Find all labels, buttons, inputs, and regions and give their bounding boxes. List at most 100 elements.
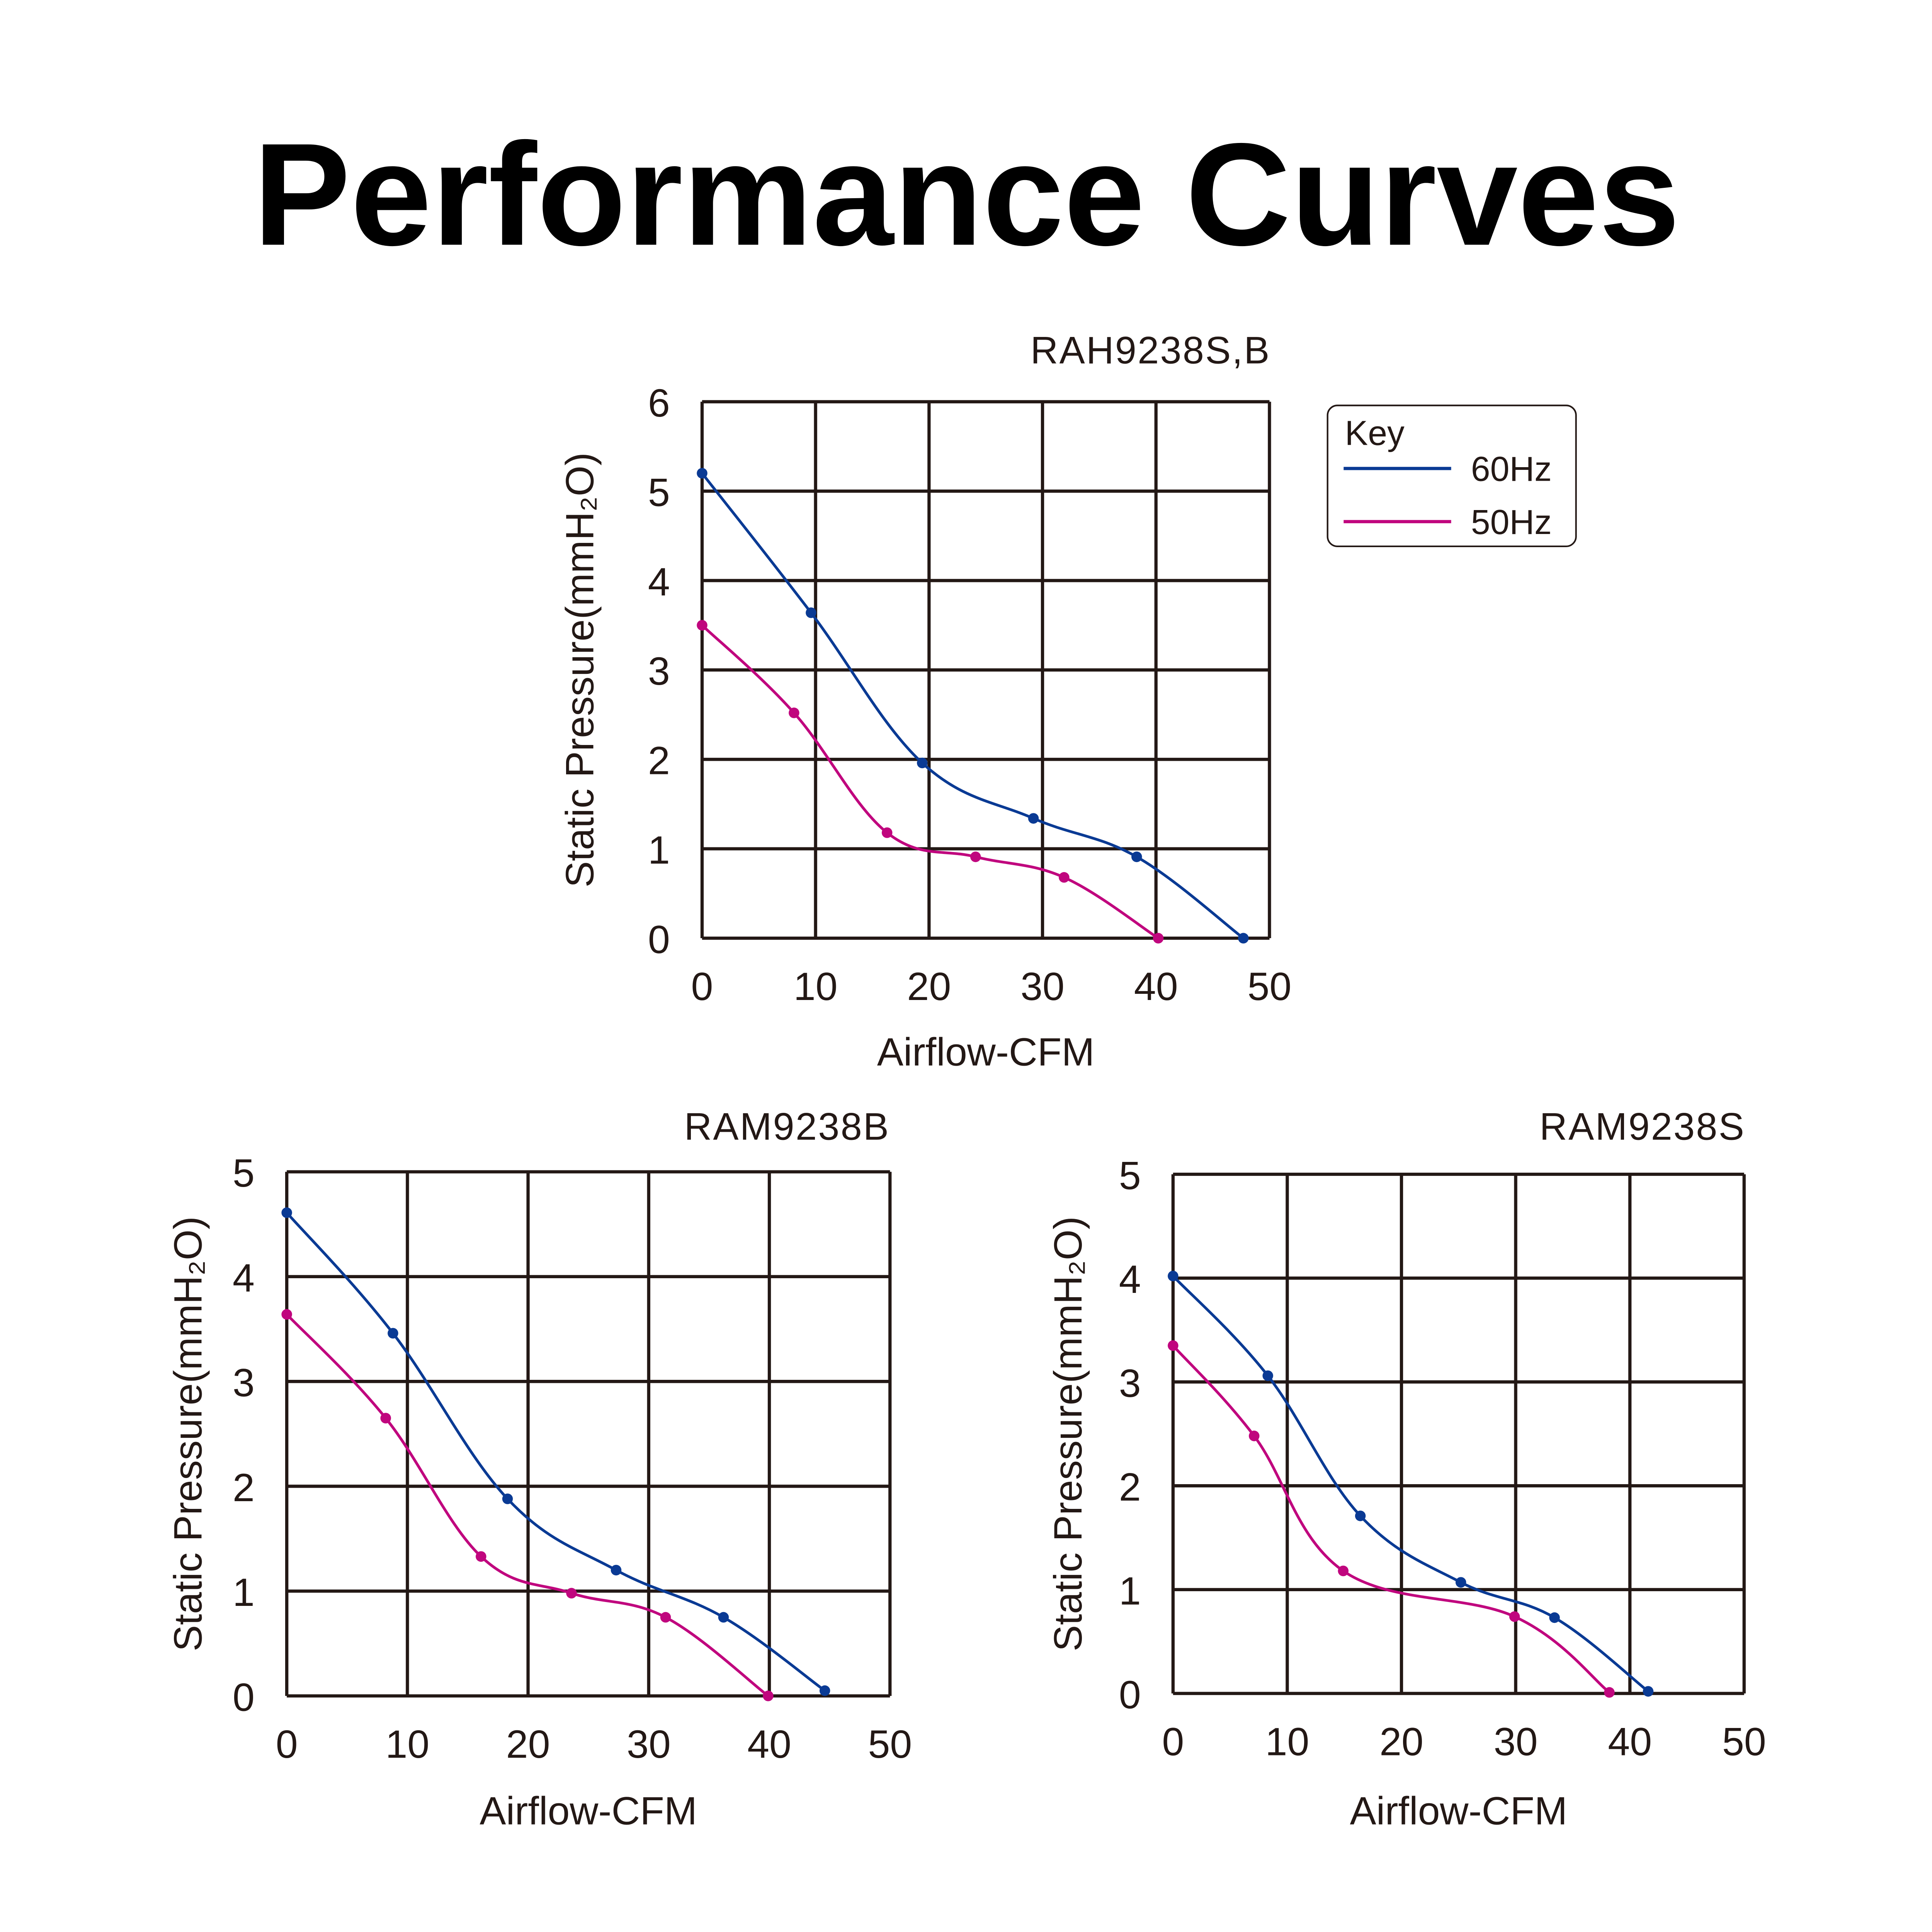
data-point [1238,933,1249,944]
data-point [806,607,816,618]
data-point [660,1612,671,1623]
y-tick-label: 0 [648,917,670,961]
x-axis-label: Airflow-CFM [1350,1789,1567,1833]
data-point [1153,933,1164,944]
data-point [281,1309,292,1320]
data-point [1262,1370,1273,1381]
x-tick-label: 20 [506,1722,550,1766]
data-point [380,1413,391,1423]
y-tick-label: 5 [233,1151,255,1195]
data-point [281,1207,292,1218]
data-point [1131,851,1142,862]
x-tick-label: 0 [1162,1719,1184,1764]
series-50hz [1168,1340,1615,1698]
y-tick-label: 2 [233,1465,255,1510]
y-tick-label: 0 [233,1675,255,1719]
chart-ram9238b: 0 10 20 30 40 50 0 1 2 3 4 5 RAM9238B Airflow-CFM Stat… [165,1105,912,1833]
data-point [388,1328,398,1339]
series-50hz [697,620,1164,944]
x-tick-label: 0 [276,1722,298,1766]
data-point [1168,1270,1179,1282]
series-60hz [1168,1270,1654,1697]
y-tick-label: 3 [233,1361,255,1405]
data-point [1338,1565,1349,1577]
data-point [819,1685,830,1696]
data-point [917,757,928,769]
y-tick-label: 3 [1119,1361,1141,1405]
chart-ram9238s: 0 10 20 30 40 50 0 1 2 3 4 5 RAM9238S Airflow-CFM Stat… [1046,1105,1766,1833]
x-tick-label: 10 [794,964,838,1009]
data-point [1059,872,1070,883]
data-point [566,1588,577,1599]
y-axis-label: Static Pressure(mmH₂O) [165,1216,210,1651]
x-tick-label: 20 [907,964,951,1009]
x-axis-label: Airflow-CFM [480,1789,697,1833]
x-axis-label: Airflow-CFM [877,1030,1095,1074]
data-point [611,1565,622,1576]
data-point [970,851,981,862]
data-point [1455,1577,1466,1588]
x-tick-label: 0 [691,964,713,1009]
data-point [697,620,707,631]
legend-box [1327,405,1577,548]
data-point [1028,813,1039,824]
data-point [1168,1340,1179,1351]
data-point [502,1493,513,1504]
y-tick-label: 4 [233,1255,255,1300]
x-tick-label: 30 [1494,1719,1538,1764]
y-tick-label: 5 [648,470,670,514]
x-tick-label: 40 [1134,964,1178,1009]
y-tick-label: 3 [648,649,670,693]
chart-rah9238s-b: 0 10 20 30 40 50 0 1 2 3 4 5 6 RAH9238S,B Airflow-CFM S… [558,329,1577,1074]
data-point [1355,1510,1366,1521]
legend-entry-label: 60Hz [1471,449,1552,488]
x-tick-label: 40 [1608,1719,1652,1764]
x-tick-label: 30 [1020,964,1065,1009]
data-point [1509,1611,1520,1622]
y-tick-label: 4 [1119,1257,1141,1301]
legend-entry-label: 50Hz [1471,503,1552,541]
data-point [697,468,707,479]
x-tick-label: 50 [868,1722,912,1766]
y-axis-label: Static Pressure(mmH₂O) [1046,1216,1090,1651]
y-tick-label: 1 [1119,1568,1141,1613]
x-tick-label: 30 [627,1722,671,1766]
data-point [1248,1430,1260,1441]
data-point [718,1612,729,1623]
y-tick-label: 1 [648,828,670,872]
series-line-50hz [286,1313,769,1697]
x-tick-label: 40 [747,1722,791,1766]
series-line-60hz [701,472,1244,939]
series-line-60hz [1172,1275,1649,1692]
chart-title: RAH9238S,B [1031,329,1271,372]
data-point [1549,1612,1560,1623]
legend-title: Key [1345,414,1405,452]
data-point [1604,1687,1615,1698]
chart-title: RAM9238S [1539,1105,1745,1148]
y-axis-label: Static Pressure(mmH₂O) [558,452,602,888]
data-point [476,1551,486,1562]
x-tick-label: 50 [1722,1719,1766,1764]
y-tick-label: 4 [648,560,670,604]
data-point [763,1690,774,1701]
y-tick-label: 2 [648,738,670,783]
chart-title: RAM9238B [684,1105,890,1148]
y-tick-label: 1 [233,1570,255,1614]
series-50hz [281,1309,774,1701]
x-tick-label: 10 [1265,1719,1309,1764]
series-line-50hz [1172,1345,1611,1694]
x-tick-label: 20 [1379,1719,1423,1764]
data-point [1643,1686,1654,1697]
x-tick-label: 50 [1247,964,1291,1009]
series-line-60hz [286,1212,826,1692]
data-point [789,707,799,718]
x-tick-label: 10 [385,1722,429,1766]
y-tick-label: 0 [1119,1672,1141,1717]
legend: Key 60Hz 50Hz [1327,405,1577,548]
y-tick-label: 2 [1119,1465,1141,1509]
y-tick-label: 6 [648,381,670,425]
series-60hz [281,1207,830,1696]
data-point [881,827,893,838]
series-line-50hz [701,624,1159,939]
